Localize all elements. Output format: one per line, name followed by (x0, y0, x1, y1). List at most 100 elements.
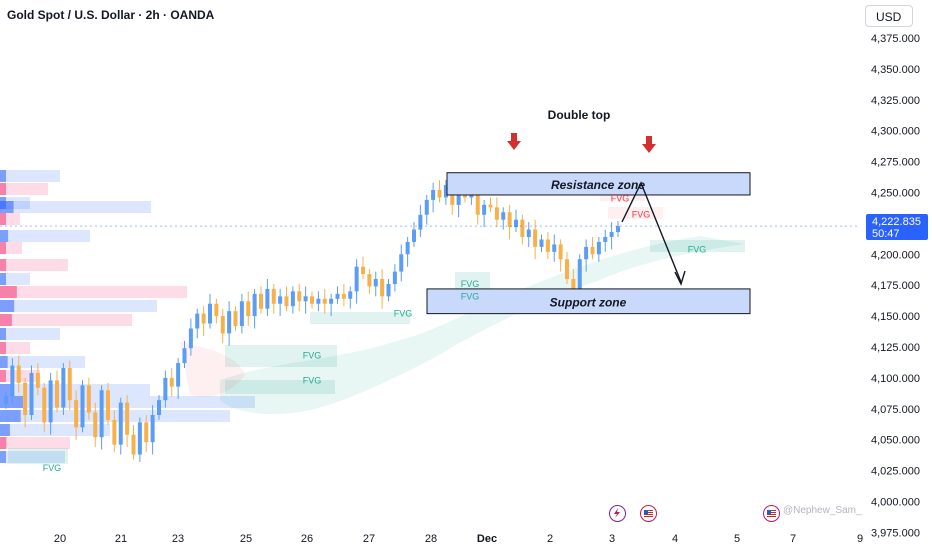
volume-profile-bar-core (0, 384, 14, 396)
y-axis-tick-label: 4,125.000 (871, 342, 920, 354)
candle-body (322, 298, 327, 304)
candle-body (55, 380, 59, 408)
candle-body (297, 291, 302, 302)
fvg-label: FVG (43, 463, 62, 473)
volume-profile-bar-core (0, 451, 6, 463)
volume-profile-bar-core (0, 242, 6, 254)
volume-profile-bar-core (0, 170, 6, 182)
candle-body (456, 190, 461, 205)
volume-profile-bar (0, 230, 90, 242)
x-axis-tick-label: Dec (477, 533, 497, 545)
us-flag-event-icon[interactable] (640, 505, 657, 522)
y-axis-tick-label: 4,200.000 (871, 249, 920, 261)
candle-body (380, 279, 385, 297)
candle-body (35, 372, 40, 388)
candle-body (475, 194, 480, 215)
candle-body (584, 246, 589, 260)
candle-body (265, 288, 270, 309)
fvg-label: FVG (394, 309, 413, 319)
last-price-tag: 4,222.835 50:47 (866, 214, 928, 240)
candle-body (246, 301, 251, 317)
candle-body (259, 293, 263, 309)
fvg-label: FVG (303, 375, 322, 385)
fvg-zone (310, 312, 410, 324)
candle-body (278, 296, 283, 304)
x-axis-tick-label: 28 (425, 533, 437, 545)
volume-profile-bar (0, 437, 70, 449)
candle-body (520, 219, 525, 237)
candle-body (348, 291, 353, 299)
fvg-label: FVG (461, 279, 480, 289)
volume-profile-bar (0, 170, 60, 182)
y-axis-tick-label: 4,350.000 (871, 64, 920, 76)
volume-profile-bar-core (0, 342, 6, 354)
volume-profile-bar-core (0, 396, 23, 408)
fvg-label: FVG (461, 291, 480, 301)
y-axis-tick-label: 4,300.000 (871, 126, 920, 138)
fvg-label: FVG (632, 210, 651, 220)
volume-profile-bar-core (0, 286, 17, 298)
candle-body (437, 190, 442, 198)
candle-body (418, 214, 423, 230)
volume-profile-bar-core (0, 183, 6, 195)
fvg-label: FVG (303, 351, 322, 361)
volume-profile-bar (0, 451, 65, 463)
candle-body (201, 313, 206, 324)
volume-profile-bar (0, 201, 151, 213)
candle-body (182, 348, 187, 364)
candle-body (412, 229, 416, 242)
candle-body (106, 390, 110, 420)
candle-body (361, 266, 365, 275)
us-flag-event-icon[interactable] (763, 505, 780, 522)
resistance-zone-label: Resistance zone (551, 178, 645, 192)
candle-body (488, 204, 493, 208)
y-axis-tick-label: 4,075.000 (871, 404, 920, 416)
projection-path (621, 181, 682, 283)
candle-body (137, 422, 142, 455)
author-watermark: @Nephew_Sam_ (783, 505, 862, 516)
currency-selector[interactable]: USD (865, 5, 913, 27)
candle-body (303, 296, 308, 302)
volume-profile-bar (0, 328, 60, 340)
candle-body (431, 190, 436, 200)
candle-body (373, 279, 378, 287)
candle-body (545, 239, 550, 252)
support-zone-label: Support zone (550, 295, 627, 309)
candle-body (571, 279, 576, 289)
candle-body (494, 207, 499, 220)
candle-body (284, 296, 289, 307)
candle-body (93, 412, 98, 438)
candle-body (118, 402, 123, 445)
candle-body (526, 229, 531, 237)
fvg-zone (608, 207, 663, 219)
candle-body (539, 239, 544, 247)
candle-body (29, 372, 34, 415)
fvg-label: FVG (611, 194, 630, 204)
candle-body (399, 254, 404, 272)
candle-body (150, 414, 155, 443)
x-axis-tick-label: 21 (115, 533, 127, 545)
candle-body (4, 396, 8, 404)
y-axis-tick-label: 4,150.000 (871, 311, 920, 323)
candle-body (80, 385, 85, 428)
candle-body (596, 241, 601, 255)
candle-body (131, 434, 136, 455)
candle-body (558, 244, 563, 260)
y-axis-tick-label: 4,025.000 (871, 466, 920, 478)
volume-profile-bar-core (0, 230, 9, 242)
volume-profile-bar (0, 286, 187, 298)
candle-body (609, 232, 614, 237)
projection-arrowhead-icon (674, 270, 686, 286)
candle-body (310, 296, 314, 304)
fvg-zone (225, 380, 335, 394)
candle-body (501, 212, 506, 220)
candle-body (469, 194, 474, 198)
lightning-event-icon[interactable] (609, 505, 626, 522)
ichimoku-cloud-red (180, 342, 245, 397)
x-axis-tick-label: 5 (734, 533, 740, 545)
candle-body (603, 236, 608, 242)
candle-body (590, 246, 595, 255)
candle-body (10, 365, 15, 397)
